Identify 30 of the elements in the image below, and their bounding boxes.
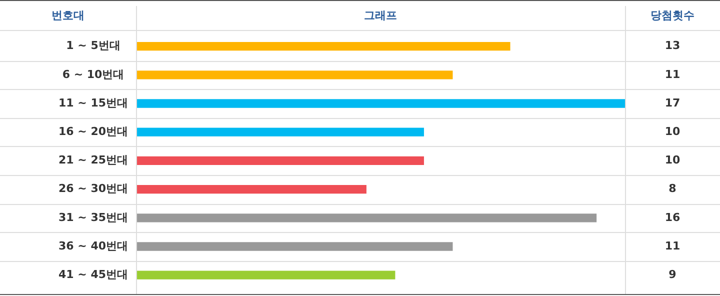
y-tick-label: 21 ~ 25번대	[58, 154, 128, 167]
data-label: 13	[664, 39, 680, 52]
y-tick-label: 41 ~ 45번대	[58, 268, 128, 281]
y-tick-label: 1 ~ 5번대	[66, 39, 120, 52]
y-tick-label: 36 ~ 40번대	[58, 239, 128, 252]
bar	[136, 99, 625, 108]
y-tick-label: 16 ~ 20번대	[58, 124, 128, 138]
bar	[136, 128, 424, 136]
bar	[136, 156, 424, 166]
text: 당첨횟수	[650, 8, 694, 22]
y-tick-label: 31 ~ 35번대	[58, 210, 128, 224]
bar	[136, 214, 597, 222]
data-label: 10	[664, 154, 680, 167]
y-tick-label: 6 ~ 10번대	[62, 68, 124, 81]
data-label: 16	[664, 210, 680, 224]
y-tick-label: 26 ~ 30번대	[58, 182, 128, 196]
bar	[136, 242, 453, 251]
data-label: 17	[664, 96, 680, 110]
bar	[136, 184, 366, 194]
chart-title: 그래프	[364, 8, 397, 22]
y-tick-label: 11 ~ 15번대	[58, 96, 128, 110]
bar	[136, 270, 396, 280]
data-label: 9	[668, 268, 676, 281]
data-label: 11	[664, 239, 680, 252]
data-label: 10	[664, 124, 680, 138]
y-axis-title: 번호대	[52, 8, 84, 22]
bar	[136, 42, 510, 51]
data-label: 11	[664, 68, 680, 81]
data-label: 8	[668, 182, 676, 196]
bar	[136, 70, 453, 80]
